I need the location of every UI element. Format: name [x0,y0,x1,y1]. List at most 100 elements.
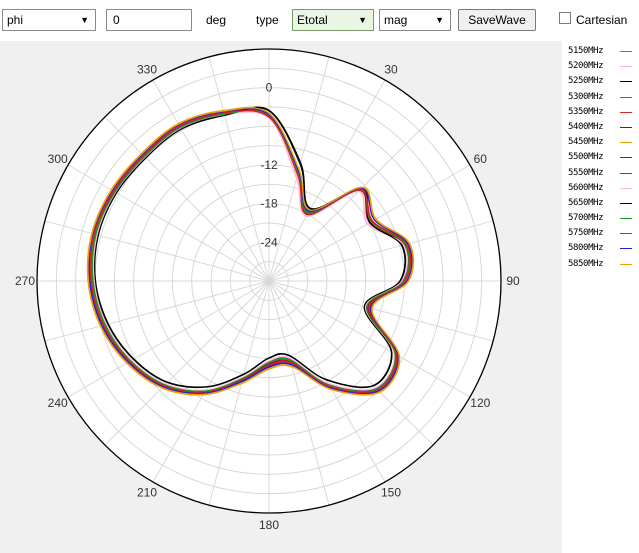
angle-tick-label: 30 [384,63,398,77]
legend-swatch [620,202,632,204]
angle-tick-label: 90 [506,274,520,288]
legend-label: 5750MHz [568,228,604,239]
legend-swatch [620,111,632,113]
angle-tick-label: 120 [470,396,490,410]
series-line-5450MHz [86,106,415,396]
legend-label: 5500MHz [568,152,604,163]
chevron-down-icon: ▼ [80,15,89,25]
legend-item: 5450MHz [568,135,639,150]
legend-item: 5150MHz [568,44,639,59]
legend-swatch [620,248,632,250]
legend-label: 5250MHz [568,76,604,87]
chevron-down-icon: ▼ [358,15,367,25]
legend-item: 5800MHz [568,241,639,256]
legend-item: 5750MHz [568,226,639,241]
radial-gridline [113,125,425,437]
polar-chart: 0 -12 -18 -24 0 30 60 90 120 150 180 210 240 270 300 33… [15,41,520,532]
chevron-down-icon: ▼ [435,15,444,25]
toolbar: phi ▼ 0 deg type Etotal ▼ mag ▼ SaveWave… [0,0,639,40]
radial-tick-label: 0 [266,81,273,95]
field-select-value: Etotal [297,13,328,27]
radial-gridline [210,222,328,340]
angle-input[interactable]: 0 [106,9,192,31]
legend-swatch [620,66,632,68]
legend-item: 5400MHz [568,120,639,135]
legend-label: 5800MHz [568,243,604,254]
radial-gridline [152,164,386,398]
series-line-5750MHz [89,109,411,393]
angle-tick-label: 0 [266,41,273,44]
legend-swatch [620,172,632,174]
legend-swatch [620,142,632,144]
legend-item: 5700MHz [568,211,639,226]
angle-tick-label: 300 [48,152,68,166]
legend-swatch [620,157,632,159]
angle-tick-label: 150 [381,485,401,499]
legend-item: 5600MHz [568,181,639,196]
cartesian-checkbox[interactable] [559,12,571,24]
angle-tick-label: 330 [137,63,157,77]
cartesian-label: Cartesian [576,13,628,27]
radial-tick-label: -24 [260,235,278,249]
radial-gridline [171,183,367,379]
legend-swatch [620,126,632,128]
legend-swatch [620,218,632,220]
legend-swatch [620,233,632,235]
radial-gridline [249,261,289,301]
legend-label: 5700MHz [568,213,604,224]
legend-item: 5200MHz [568,59,639,74]
angle-tick-label: 240 [48,396,68,410]
legend-item: 5350MHz [568,105,639,120]
radial-tick-label: -12 [260,158,278,172]
save-wave-button[interactable]: SaveWave [458,9,536,31]
legend-label: 5300MHz [568,91,604,102]
angle-tick-label: 210 [137,485,157,499]
legend-item: 5300MHz [568,90,639,105]
legend-label: 5400MHz [568,121,604,132]
series-line-5800MHz [88,108,413,395]
legend-item: 5550MHz [568,166,639,181]
legend-swatch [620,51,632,52]
plot-area: 0 -12 -18 -24 0 30 60 90 120 150 180 210 240 270 300 33… [0,41,562,553]
series-line-5600MHz [93,111,408,391]
polar-outer-ring [36,48,502,514]
legend-swatch [620,81,632,83]
legend-label: 5650MHz [568,197,604,208]
legend-label: 5600MHz [568,182,604,193]
radial-tick-label: -18 [260,197,278,211]
legend-swatch [620,187,632,189]
legend-item: 5500MHz [568,150,639,165]
legend-label: 5450MHz [568,137,604,148]
radial-gridline [229,241,309,321]
legend-item: 5250MHz [568,74,639,89]
angle-unit-label: deg [206,13,227,27]
angle-input-value: 0 [113,13,120,27]
legend-label: 5350MHz [568,106,604,117]
legend-item: 5650MHz [568,196,639,211]
plane-select[interactable]: phi ▼ [2,9,96,31]
legend-label: 5200MHz [568,61,604,72]
radial-gridline [55,67,483,495]
legend-swatch [620,263,632,265]
angle-tick-label: 270 [15,274,35,288]
legend-label: 5850MHz [568,258,604,269]
angle-tick-label: 60 [474,152,488,166]
legend: 5150MHz 5200MHz 5250MHz 5300MHz 5350MHz 5400M… [568,44,639,272]
legend-label: 5550MHz [568,167,604,178]
series-line-5350MHz [89,109,412,394]
format-select-value: mag [384,13,408,27]
radial-gridline [75,87,463,475]
plane-select-value: phi [7,13,24,27]
legend-label: 5150MHz [568,46,604,56]
field-select[interactable]: Etotal ▼ [292,9,374,31]
series-line-5850MHz [87,107,414,396]
series-line-5150MHz [90,109,411,394]
series-line-5250MHz [93,106,407,389]
series-line-5650MHz [94,107,406,388]
series-line-5700MHz [91,109,410,393]
format-select[interactable]: mag ▼ [379,9,451,31]
angle-tick-label: 180 [259,518,279,532]
legend-item: 5850MHz [568,257,639,272]
legend-swatch [620,96,632,98]
type-label: type [256,13,279,27]
